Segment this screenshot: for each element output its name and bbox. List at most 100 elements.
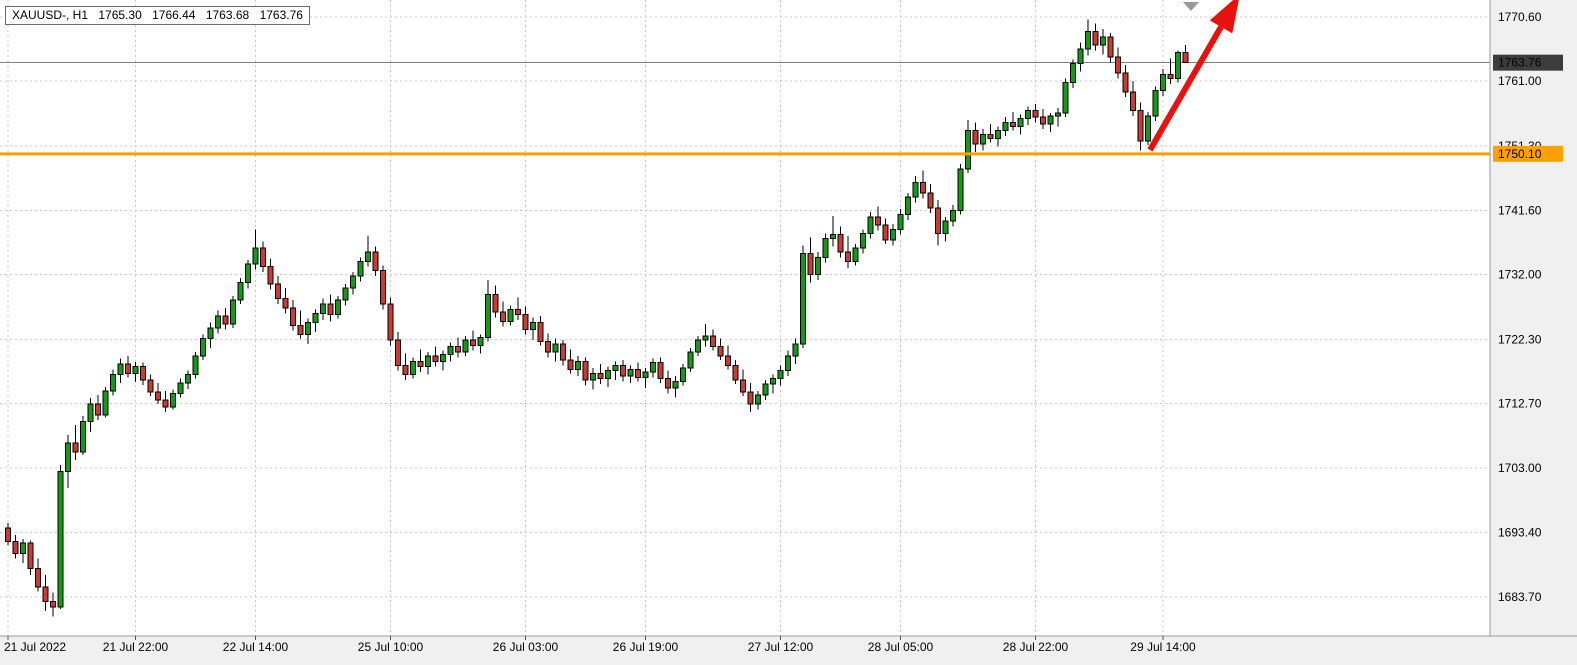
bear-candle — [732, 364, 739, 381]
bear-candle — [387, 303, 394, 341]
price-axis-label: 1703.00 — [1498, 461, 1542, 475]
bear-candle — [222, 315, 229, 325]
bear-candle — [837, 234, 844, 253]
gray-triangle-marker-icon — [1183, 2, 1199, 11]
bear-candle — [432, 355, 439, 362]
bear-candle — [620, 364, 626, 377]
bear-candle — [140, 366, 146, 381]
bull-candle — [207, 327, 214, 340]
bull-candle — [80, 420, 86, 453]
ohlc-high: 1766.44 — [152, 8, 196, 22]
bull-candle — [245, 263, 251, 284]
bear-candle — [470, 339, 476, 346]
bull-candle — [995, 129, 1001, 139]
bear-candle — [42, 586, 49, 603]
bear-candle — [927, 192, 934, 209]
bull-candle — [305, 322, 311, 336]
time-axis-label: 28 Jul 22:00 — [1003, 640, 1069, 654]
bull-candle — [185, 374, 191, 384]
bear-candle — [1040, 116, 1046, 125]
bear-candle — [372, 251, 379, 272]
bear-candle — [522, 314, 529, 330]
time-axis-label: 21 Jul 22:00 — [103, 640, 169, 654]
symbol-timeframe-label: XAUUSD-, H1 — [12, 8, 89, 22]
bear-candle — [1122, 72, 1129, 93]
bull-candle — [680, 367, 686, 382]
red-arrow-head-icon[interactable] — [1209, 0, 1240, 34]
time-axis-label: 25 Jul 10:00 — [358, 640, 424, 654]
bull-candle — [822, 238, 829, 258]
bear-candle — [1032, 109, 1039, 118]
plot-background — [0, 0, 1490, 636]
bull-candle — [627, 368, 634, 377]
bull-candle — [425, 355, 431, 368]
bull-candle — [672, 380, 679, 389]
bull-candle — [87, 403, 94, 422]
bear-candle — [492, 294, 499, 313]
bull-candle — [20, 542, 26, 555]
bull-candle — [1160, 73, 1166, 91]
bull-candle — [65, 442, 71, 473]
bear-candle — [402, 364, 409, 376]
support-price-badge — [1493, 145, 1563, 162]
bear-candle — [1182, 51, 1189, 64]
ohlc-low: 1763.68 — [205, 8, 250, 22]
bear-candle — [920, 182, 926, 194]
time-axis-label: 28 Jul 05:00 — [868, 640, 934, 654]
bear-candle — [95, 403, 101, 416]
bull-candle — [687, 351, 694, 369]
price-axis-label: 1693.40 — [1498, 525, 1542, 539]
price-axis-label: 1722.30 — [1498, 332, 1542, 346]
time-axis-label: 22 Jul 14:00 — [223, 640, 289, 654]
bear-candle — [162, 399, 169, 408]
bear-candle — [27, 542, 34, 569]
bull-candle — [477, 336, 484, 346]
price-axis-label: 1732.00 — [1498, 268, 1542, 282]
bear-candle — [282, 298, 289, 309]
bear-candle — [935, 207, 941, 234]
bull-candle — [57, 471, 64, 608]
bear-candle — [515, 308, 521, 316]
bull-candle — [1062, 81, 1069, 114]
bull-candle — [200, 338, 206, 357]
bear-candle — [125, 363, 131, 374]
bull-candle — [312, 312, 319, 324]
time-axis-label: 26 Jul 03:00 — [493, 640, 559, 654]
red-arrow-shaft[interactable] — [1147, 25, 1224, 152]
bull-candle — [335, 299, 341, 316]
price-axis-label: 1761.00 — [1498, 74, 1542, 88]
price-axis-label: 1683.70 — [1498, 590, 1542, 604]
bull-candle — [237, 282, 244, 301]
bear-candle — [500, 311, 506, 322]
bear-candle — [665, 378, 671, 389]
time-axis-label: 21 Jul 2022 — [4, 640, 66, 654]
bull-candle — [170, 392, 176, 408]
bull-candle — [957, 168, 964, 212]
bull-candle — [1175, 51, 1181, 79]
bull-candle — [605, 370, 611, 380]
bear-candle — [845, 251, 851, 262]
bear-candle — [380, 270, 386, 305]
bear-candle — [882, 224, 889, 241]
bull-candle — [117, 363, 124, 376]
bull-candle — [485, 294, 491, 338]
bull-candle — [357, 260, 364, 277]
bull-candle — [365, 251, 371, 262]
bull-candle — [785, 355, 791, 372]
bull-candle — [447, 346, 454, 356]
bull-candle — [905, 196, 911, 216]
time-axis-label: 29 Jul 14:00 — [1130, 640, 1196, 654]
bear-candle — [5, 527, 11, 543]
bull-candle — [507, 308, 514, 322]
bull-candle — [462, 339, 469, 353]
bull-candle — [950, 210, 956, 222]
current-price-badge — [1493, 54, 1563, 71]
bull-candle — [815, 256, 821, 276]
price-axis-label: 1770.60 — [1498, 10, 1542, 24]
bull-candle — [980, 133, 986, 145]
bear-candle — [12, 541, 19, 555]
time-axis-label: 26 Jul 19:00 — [613, 640, 679, 654]
bull-candle — [102, 390, 109, 416]
